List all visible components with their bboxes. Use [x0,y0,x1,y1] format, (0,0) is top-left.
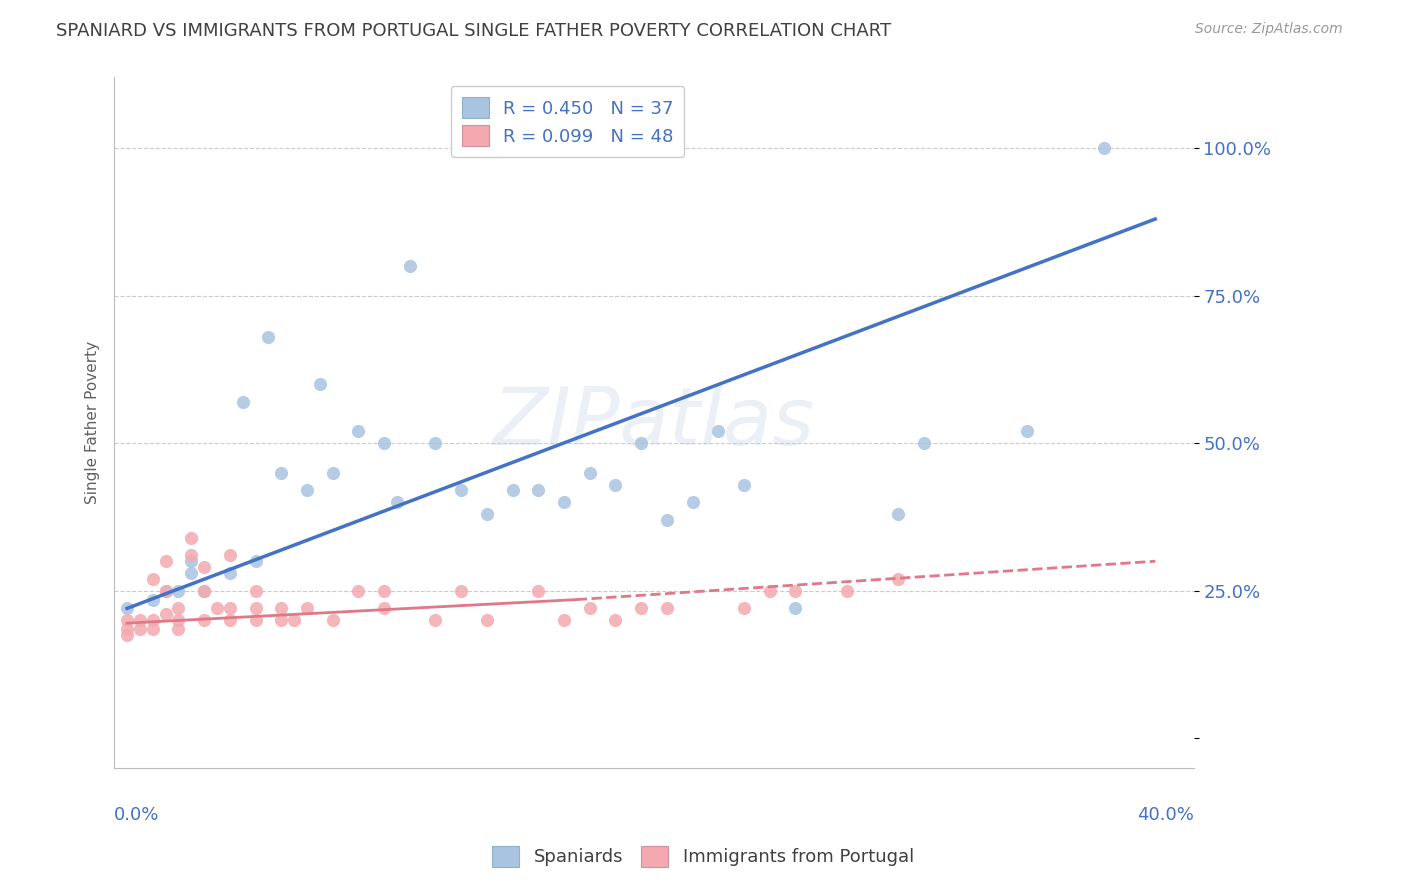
Point [578,466,600,480]
Point [553,495,575,509]
Point [115,601,138,615]
Point [578,601,600,615]
Text: ZIPatlas: ZIPatlas [494,384,815,461]
Point [218,566,240,580]
Point [707,425,730,439]
Point [733,601,755,615]
Y-axis label: Single Father Poverty: Single Father Poverty [86,341,100,504]
Point [193,613,215,627]
Point [193,560,215,574]
Point [630,436,652,450]
Point [128,613,150,627]
Point [180,549,202,563]
Point [887,507,910,521]
Point [347,583,370,598]
Point [373,601,395,615]
Point [205,601,228,615]
Point [155,607,177,622]
Point [180,554,202,568]
Point [322,613,344,627]
Point [218,601,240,615]
Legend: R = 0.450   N = 37, R = 0.099   N = 48: R = 0.450 N = 37, R = 0.099 N = 48 [451,87,685,157]
Text: 0.0%: 0.0% [114,805,159,823]
Point [128,622,150,636]
Point [1092,141,1115,155]
Point [553,613,575,627]
Point [245,583,267,598]
Point [682,495,704,509]
Text: 40.0%: 40.0% [1137,805,1194,823]
Legend: Spaniards, Immigrants from Portugal: Spaniards, Immigrants from Portugal [485,838,921,874]
Point [142,622,165,636]
Point [193,583,215,598]
Point [142,592,165,607]
Point [655,601,678,615]
Point [398,259,420,273]
Point [167,601,190,615]
Point [193,583,215,598]
Point [322,466,344,480]
Point [218,549,240,563]
Point [385,495,408,509]
Point [180,531,202,545]
Point [142,613,165,627]
Point [835,583,858,598]
Point [245,613,267,627]
Point [257,330,280,344]
Point [270,601,292,615]
Point [115,628,138,642]
Point [155,583,177,598]
Point [785,583,807,598]
Point [527,583,550,598]
Point [115,613,138,627]
Point [218,613,240,627]
Point [425,613,447,627]
Point [1015,425,1038,439]
Text: Source: ZipAtlas.com: Source: ZipAtlas.com [1195,22,1343,37]
Point [270,613,292,627]
Point [232,395,254,409]
Point [605,477,627,491]
Point [373,583,395,598]
Point [295,601,318,615]
Point [155,554,177,568]
Point [912,436,935,450]
Point [785,601,807,615]
Point [887,572,910,586]
Point [605,613,627,627]
Point [733,477,755,491]
Point [347,425,370,439]
Text: SPANIARD VS IMMIGRANTS FROM PORTUGAL SINGLE FATHER POVERTY CORRELATION CHART: SPANIARD VS IMMIGRANTS FROM PORTUGAL SIN… [56,22,891,40]
Point [115,622,138,636]
Point [630,601,652,615]
Point [373,436,395,450]
Point [758,583,780,598]
Point [245,601,267,615]
Point [655,513,678,527]
Point [167,613,190,627]
Point [475,507,498,521]
Point [475,613,498,627]
Point [425,436,447,450]
Point [527,483,550,498]
Point [245,554,267,568]
Point [167,622,190,636]
Point [167,583,190,598]
Point [295,483,318,498]
Point [450,583,472,598]
Point [155,583,177,598]
Point [142,572,165,586]
Point [308,377,330,392]
Point [180,566,202,580]
Point [502,483,524,498]
Point [270,466,292,480]
Point [283,613,305,627]
Point [450,483,472,498]
